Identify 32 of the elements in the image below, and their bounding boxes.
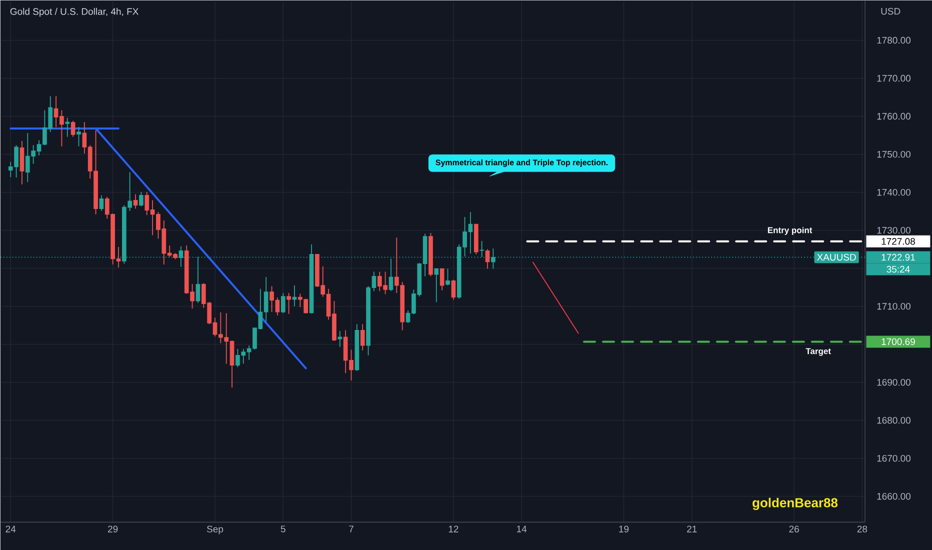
x-tick-label: Sep [206,526,224,534]
x-tick-label: 5 [280,526,286,532]
x-tick-label: 19 [619,526,629,532]
y-tick-label: 1770.00 [877,74,911,82]
x-tick-label: 21 [687,526,697,532]
x-tick-label: 24 [6,526,16,532]
y-tick-label: 1740.00 [877,188,911,196]
y-tick-label: 1780.00 [877,36,911,44]
x-tick-label: 7 [349,526,354,532]
text: Gold Spot / U.S. Dollar, 4h, FX [10,8,138,17]
y-tick-label: 1730.00 [877,226,911,234]
y-axis-title: USD [881,8,900,15]
y-tick-label: 1710.00 [877,302,911,310]
y-tick-label: 1680.00 [877,416,911,424]
y-tick-label: 1760.00 [877,112,911,120]
annotation: Entry point [768,226,812,235]
x-tick-label: 29 [108,526,118,532]
x-tick-label: 26 [789,526,799,532]
y-tick-label: 1670.00 [877,454,911,462]
y-tick-label: 1690.00 [877,378,911,386]
text: 1700.69 [882,338,915,345]
x-tick-label: 28 [857,526,868,532]
text: 1722.91 [882,254,915,261]
ref-line-label: XAUUSD [816,254,856,261]
text: 1727.08 [882,238,915,245]
x-tick-label: 12 [448,526,458,532]
text: 35:24 [886,266,910,273]
x-tick-label: 14 [517,526,527,532]
y-tick-label: 1750.00 [877,150,911,158]
annotation: goldenBear88 [752,498,838,510]
annotation: Target [806,348,831,356]
y-tick-label: 1660.00 [877,492,911,500]
